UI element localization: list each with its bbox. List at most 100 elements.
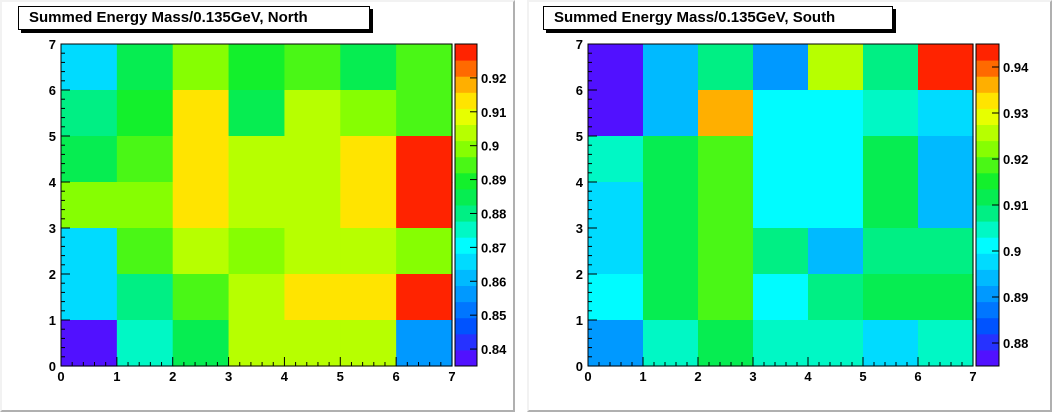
north-cell (61, 274, 118, 321)
south-x-tick-label: 1 (639, 369, 646, 384)
north-x-tick-label: 0 (57, 369, 64, 384)
north-colorscale-label: 0.89 (481, 173, 506, 188)
north-cell (116, 228, 174, 275)
south-y-tick-label: 7 (576, 37, 583, 52)
north-cell (340, 274, 397, 321)
north-colorscale-label: 0.92 (481, 71, 506, 86)
north-cell (116, 90, 174, 137)
north-colorscale-bin (455, 269, 477, 286)
north-cell (340, 228, 397, 275)
north-pad: 0 1 2 3 4 5 6 7 0 1 2 3 4 5 6 7 0.84 0.85 0.86 0.87 0.88 0.89… (0, 0, 515, 412)
north-cell (228, 44, 286, 91)
south-cell (588, 228, 644, 275)
north-cell (228, 136, 286, 183)
south-x-tick-label: 4 (804, 369, 812, 384)
north-colorscale-bin (455, 60, 477, 77)
south-cell (753, 182, 809, 229)
south-y-tick-label: 5 (576, 129, 583, 144)
south-title: Summed Energy Mass/0.135GeV, South (543, 6, 893, 30)
north-y-tick-label: 3 (49, 221, 56, 236)
south-colorscale-label: 0.92 (1003, 152, 1028, 167)
south-cell (753, 274, 809, 321)
north-colorscale-label: 0.88 (481, 206, 506, 221)
north-cell (172, 274, 230, 321)
south-cell (698, 320, 754, 367)
south-cell (698, 228, 754, 275)
north-colorscale-label: 0.85 (481, 308, 506, 323)
north-colorscale-bin (455, 205, 477, 222)
south-colorscale-bin (976, 172, 999, 190)
south-cell (588, 182, 644, 229)
south-cell (918, 44, 974, 91)
north-cell (228, 182, 286, 229)
south-cell (753, 44, 809, 91)
north-cell (172, 228, 230, 275)
north-cell (396, 320, 453, 367)
south-y-tick-label: 2 (576, 267, 583, 282)
south-pad: 0 1 2 3 4 5 6 7 0 1 2 3 4 5 6 7 0.88 0.89 0.9 0.91 0.92 0.93 0… (527, 0, 1052, 412)
south-cell (753, 136, 809, 183)
south-x-tick-label: 0 (584, 369, 591, 384)
south-cell (808, 90, 864, 137)
south-cell (863, 182, 919, 229)
south-colorscale-label: 0.93 (1003, 106, 1028, 121)
north-cell (396, 136, 453, 183)
north-x-tick-label: 5 (337, 369, 344, 384)
north-cell (284, 274, 341, 321)
north-y-tick-label: 6 (49, 83, 56, 98)
south-cell (808, 228, 864, 275)
north-title: Summed Energy Mass/0.135GeV, North (18, 6, 370, 30)
north-x-tick-label: 3 (225, 369, 232, 384)
north-cell (396, 44, 453, 91)
south-colorscale-bin (976, 140, 999, 158)
north-cell (172, 44, 230, 91)
south-cell (753, 90, 809, 137)
south-cell (808, 44, 864, 91)
south-cell (643, 182, 699, 229)
south-colorscale-bin (976, 349, 999, 367)
north-colorscale-bin (455, 76, 477, 93)
north-cell (172, 320, 230, 367)
north-cell (284, 136, 341, 183)
north-plot-frame (60, 43, 453, 367)
north-colorscale-bin (455, 221, 477, 238)
north-cell (284, 320, 341, 367)
south-cell (863, 274, 919, 321)
north-cell (340, 320, 397, 367)
north-colorscale-frame (454, 43, 478, 367)
south-colorscale-bin (976, 285, 999, 303)
south-cell (753, 320, 809, 367)
south-cell (698, 182, 754, 229)
north-y-tick-label: 4 (49, 175, 57, 190)
north-cell (172, 182, 230, 229)
south-cell (918, 274, 974, 321)
north-colorscale-bin (455, 285, 477, 303)
south-cell (808, 182, 864, 229)
south-heatmap-chart: 0 1 2 3 4 5 6 7 0 1 2 3 4 5 6 7 0.88 0.89 0.9 0.91 0.92 0.93 0… (576, 37, 1029, 384)
north-cell (284, 182, 341, 229)
south-cell (863, 228, 919, 275)
north-x-tick-label: 7 (448, 369, 455, 384)
south-cell (698, 136, 754, 183)
north-cell (284, 44, 341, 91)
south-colorscale-bin (976, 333, 999, 351)
south-cell (643, 228, 699, 275)
south-colorscale-bin (976, 205, 999, 222)
north-colorscale-bin (455, 44, 477, 61)
north-colorscale-bin (455, 237, 477, 254)
south-colorscale-bin (976, 253, 999, 270)
north-colorscale-label: 0.84 (481, 342, 507, 357)
north-colorscale-bin (455, 333, 477, 351)
south-colorscale-bin (976, 156, 999, 174)
north-colorscale-bin (455, 156, 477, 174)
south-colorscale-bin (976, 124, 999, 142)
north-y-tick-label: 7 (49, 37, 56, 52)
south-y-tick-label: 3 (576, 221, 583, 236)
north-cell (61, 136, 118, 183)
south-cell (918, 228, 974, 275)
north-colorscale-bin (455, 317, 477, 335)
south-cell (863, 44, 919, 91)
north-colorscale-bin (455, 349, 477, 367)
south-colorscale-bin (976, 76, 999, 93)
south-cell (698, 274, 754, 321)
